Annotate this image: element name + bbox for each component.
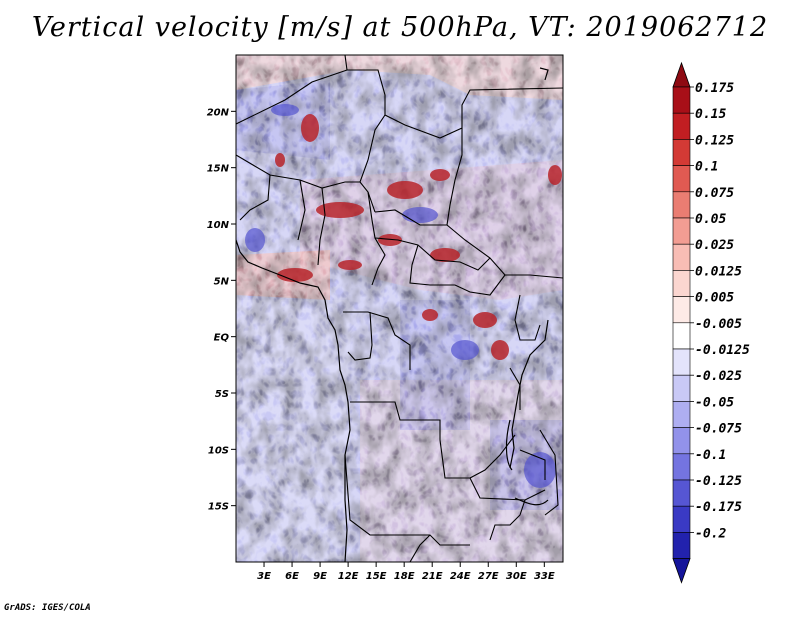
colorbar-label: 0.0125	[695, 264, 742, 279]
colorbar-top-arrow	[672, 61, 691, 88]
lon-tick-label: 27E	[478, 571, 499, 582]
coastline	[236, 67, 549, 562]
colorbar-swatch	[672, 453, 691, 481]
map-title: Vertical velocity [m/s] at 500hPa, VT: 2…	[31, 12, 769, 43]
colorbar-label: -0.05	[695, 395, 734, 410]
colorbar-label: -0.175	[695, 500, 742, 515]
colorbar-swatch	[672, 479, 691, 507]
colorbar-swatch	[672, 243, 691, 271]
grads-credit: GrADS: IGES/COLA	[4, 603, 91, 613]
colorbar-swatch	[672, 139, 691, 166]
colorbar-label: 0.1	[695, 160, 718, 175]
lat-tick-label: 10S	[208, 445, 229, 456]
lon-tick-label: 33E	[534, 571, 555, 582]
colorbar-label: 0.05	[695, 212, 726, 227]
colorbar-swatch	[672, 348, 691, 376]
colorbar-label: 0.075	[695, 186, 734, 201]
colorbar-label: -0.1	[695, 448, 726, 463]
lon-tick-label: 30E	[506, 571, 527, 582]
colorbar: 0.175 0.15 0.125 0.1 0.075 0.05 0.025 0.0125 0.0…	[672, 61, 750, 584]
colorbar-swatch	[672, 86, 691, 114]
lon-tick-label: 21E	[422, 571, 443, 582]
colorbar-label: 0.175	[695, 81, 734, 96]
lat-tick-label: 15N	[207, 164, 230, 175]
country-borders	[236, 55, 563, 562]
lon-tick-label: 6E	[285, 571, 299, 582]
colorbar-swatch	[672, 165, 691, 193]
colorbar-swatch	[672, 322, 691, 350]
colorbar-label: -0.025	[695, 369, 742, 384]
colorbar-label: 0.15	[695, 107, 726, 122]
lon-tick-label: 9E	[313, 571, 327, 582]
colorbar-swatch	[672, 532, 691, 559]
lat-tick-label: 5S	[215, 389, 229, 400]
colorbar-label: 0.125	[695, 133, 734, 148]
lat-tick-label: 5N	[214, 276, 230, 287]
colorbar-label: 0.025	[695, 238, 734, 253]
colorbar-swatch	[672, 374, 691, 402]
map-frame	[235, 54, 564, 563]
lat-tick-label: 20N	[207, 107, 230, 118]
velocity-field	[236, 55, 563, 562]
colorbar-label: 0.005	[695, 291, 734, 306]
lon-tick-label: 15E	[366, 571, 387, 582]
colorbar-label: -0.125	[695, 474, 742, 489]
lon-tick-label: 24E	[450, 571, 471, 582]
lon-tick-label: 12E	[338, 571, 359, 582]
lat-tick-label: EQ	[214, 333, 230, 344]
colorbar-label: -0.075	[695, 422, 742, 437]
colorbar-swatch	[672, 296, 691, 324]
colorbar-swatch	[672, 427, 691, 455]
colorbar-swatch	[672, 401, 691, 428]
latitude-axis: 20N 15N 10N 5N EQ 5S 10S 15S	[207, 107, 236, 513]
lon-tick-label: 3E	[257, 571, 271, 582]
colorbar-swatch	[672, 191, 691, 219]
colorbar-label: -0.0125	[695, 343, 750, 358]
colorbar-label: -0.005	[695, 317, 742, 332]
colorbar-swatch	[672, 505, 691, 533]
colorbar-swatch	[672, 112, 691, 140]
lat-tick-label: 15S	[208, 502, 229, 513]
lon-tick-label: 18E	[394, 571, 415, 582]
colorbar-swatch	[672, 270, 691, 297]
colorbar-swatch	[672, 217, 691, 245]
longitude-axis: 3E 6E 9E 12E 15E 18E 21E 24E 27E 30E 33E	[257, 562, 555, 582]
lat-tick-label: 10N	[207, 220, 230, 231]
colorbar-label: -0.2	[695, 526, 726, 541]
colorbar-bottom-arrow	[672, 558, 691, 584]
